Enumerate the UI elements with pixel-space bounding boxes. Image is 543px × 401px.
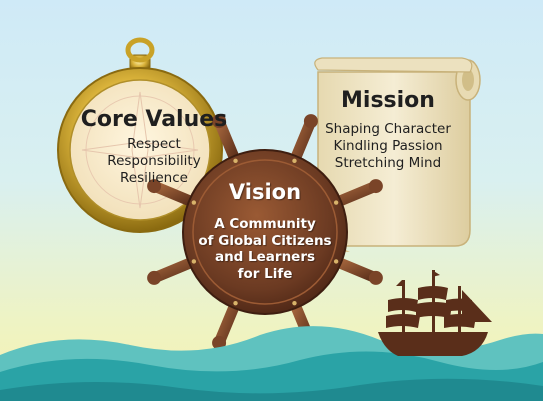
wheel-handle — [212, 335, 227, 350]
wheel-rivet — [292, 158, 297, 164]
vision-line: for Life — [237, 265, 293, 282]
wheel-inner-ring — [192, 159, 338, 305]
wheel-spoke — [148, 180, 199, 208]
wheel-spoke — [331, 256, 382, 284]
wheel-rivet — [233, 300, 238, 306]
vision-line: of Global Citizens — [198, 232, 332, 249]
wheel-spoke — [148, 256, 199, 284]
mission-item: Stretching Mind — [334, 155, 442, 171]
wheel-rivet — [191, 259, 197, 264]
core-value-item: Resilience — [120, 170, 188, 186]
ship-wheel-icon — [147, 114, 383, 350]
mission-item: Kindling Passion — [333, 138, 443, 154]
core-value-item: Responsibility — [107, 153, 201, 169]
mission-item: Shaping Character — [325, 121, 451, 137]
core-values-list: Respect Responsibility Resilience — [74, 136, 234, 187]
wheel-handle — [368, 179, 383, 194]
mission-list: Shaping Character Kindling Passion Stret… — [318, 121, 458, 172]
vision-title: Vision — [228, 180, 302, 204]
wheel-handle — [303, 114, 318, 129]
vision-line: A Community — [214, 216, 316, 232]
wheel-spoke — [331, 180, 382, 208]
vision-line: and Learners — [214, 249, 316, 265]
wheel-rivet — [233, 158, 238, 164]
wheel-rivet — [191, 200, 197, 205]
sailing-ship-icon — [378, 270, 492, 356]
wheel-handle — [147, 270, 162, 285]
wheel-spoke — [213, 298, 241, 349]
wheel-rim — [182, 149, 348, 315]
wheel-rivet — [292, 300, 297, 306]
wheel-rivet — [333, 259, 339, 264]
wheel-handle — [368, 270, 383, 285]
wheel-handle — [147, 179, 162, 194]
waves-icon — [0, 326, 543, 401]
core-values-title: Core Values — [80, 107, 228, 132]
wheel-handle — [212, 114, 227, 129]
mission-title: Mission — [341, 88, 435, 113]
wheel-rivet — [333, 200, 339, 205]
compass-icon — [57, 37, 223, 233]
vision-statement: A Community of Global Citizens and Learn… — [190, 216, 340, 282]
scroll-icon — [314, 57, 481, 252]
core-value-item: Respect — [127, 136, 181, 152]
